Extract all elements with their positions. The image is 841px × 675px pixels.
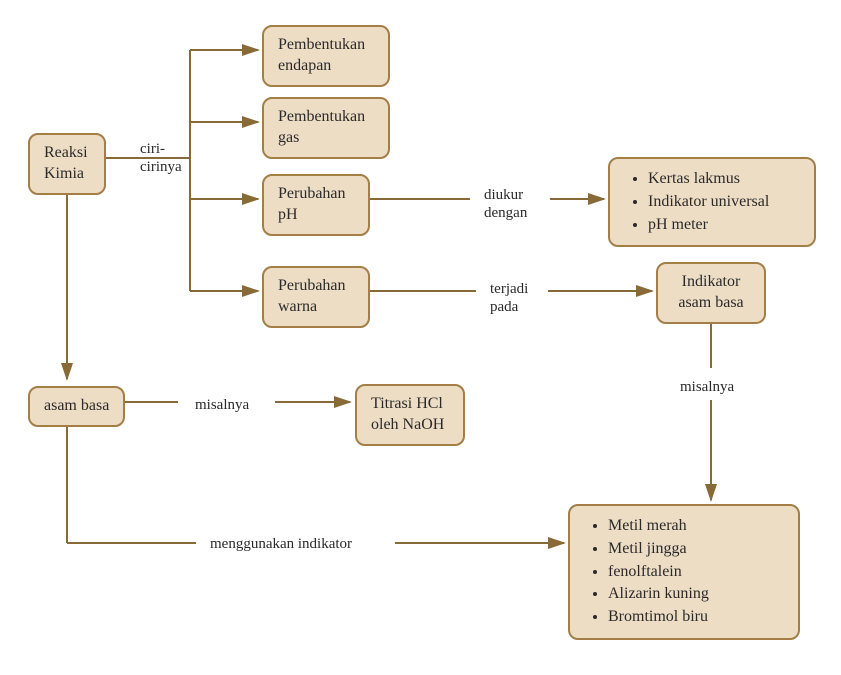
node-indikator-list: Metil merah Metil jingga fenolftalein Al… (568, 504, 800, 640)
node-perubahan-warna: Perubahanwarna (262, 266, 370, 328)
text: ReaksiKimia (44, 144, 88, 182)
node-pembentukan-gas: Pembentukangas (262, 97, 390, 159)
list-item: Bromtimol biru (608, 607, 784, 628)
node-asam-basa: asam basa (28, 386, 125, 427)
text: Titrasi HCloleh NaOH (371, 395, 444, 433)
label-misalnya-2: misalnya (680, 378, 734, 396)
label-diukur-dengan: diukurdengan (484, 186, 527, 222)
list-item: Indikator universal (648, 192, 800, 213)
text: PerubahanpH (278, 185, 346, 223)
node-pembentukan-endapan: Pembentukanendapan (262, 25, 390, 87)
text: Pembentukangas (278, 108, 365, 146)
label-misalnya-1: misalnya (195, 396, 249, 414)
node-perubahan-ph: PerubahanpH (262, 174, 370, 236)
text: Indikatorasam basa (678, 273, 743, 311)
label-terjadi-pada: terjadipada (490, 280, 528, 316)
list-item: fenolftalein (608, 562, 784, 583)
text: Perubahanwarna (278, 277, 346, 315)
list-item: Metil jingga (608, 539, 784, 560)
list-item: pH meter (648, 215, 800, 236)
list-item: Metil merah (608, 516, 784, 537)
node-reaksi-kimia: ReaksiKimia (28, 133, 106, 195)
text: asam basa (44, 397, 109, 414)
ph-tools-list: Kertas lakmus Indikator universal pH met… (624, 169, 800, 235)
label-ciri-cirinya: ciri-cirinya (140, 140, 182, 176)
label-menggunakan-indikator: menggunakan indikator (210, 535, 352, 553)
indikator-list: Metil merah Metil jingga fenolftalein Al… (584, 516, 784, 628)
node-indikator-asam-basa: Indikatorasam basa (656, 262, 766, 324)
node-ph-tools: Kertas lakmus Indikator universal pH met… (608, 157, 816, 247)
node-titrasi: Titrasi HCloleh NaOH (355, 384, 465, 446)
text: Pembentukanendapan (278, 36, 365, 74)
list-item: Alizarin kuning (608, 584, 784, 605)
list-item: Kertas lakmus (648, 169, 800, 190)
